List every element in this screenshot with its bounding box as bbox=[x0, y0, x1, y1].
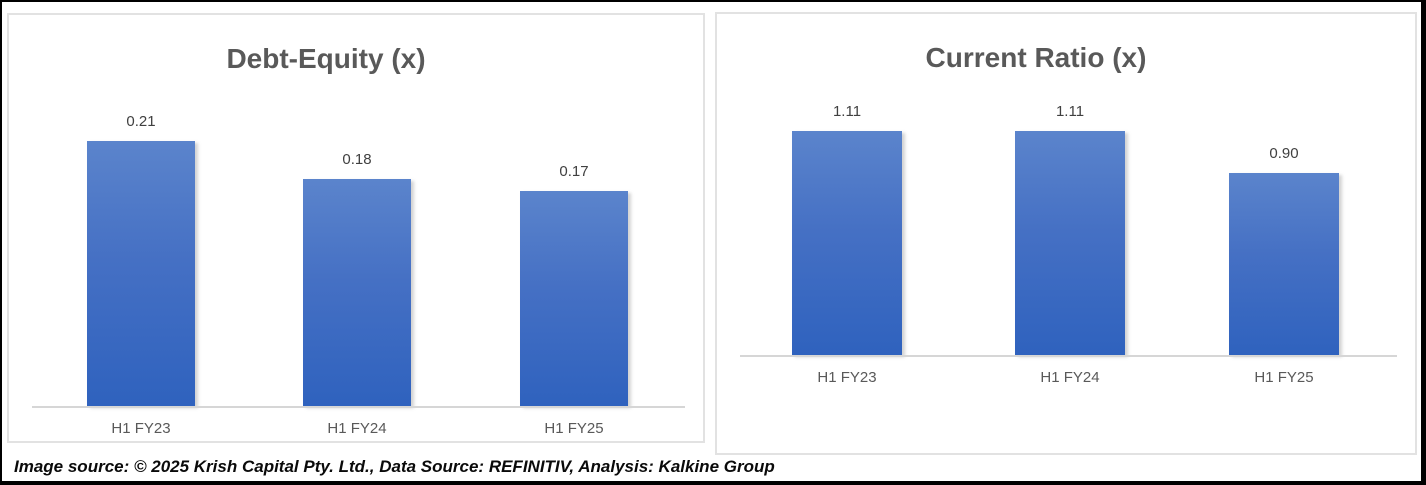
category-label-h1-fy23: H1 FY23 bbox=[817, 369, 877, 386]
data-label-h1-fy25: 0.90 bbox=[1269, 145, 1299, 162]
data-label-h1-fy25: 0.17 bbox=[559, 163, 589, 180]
category-label-h1-fy23: H1 FY23 bbox=[111, 420, 171, 437]
plot-area-debt-equity bbox=[9, 15, 703, 406]
bar-h1-fy23 bbox=[87, 141, 195, 406]
bar-h1-fy23 bbox=[792, 131, 902, 355]
data-label-h1-fy23: 1.11 bbox=[832, 103, 862, 120]
bar-h1-fy25 bbox=[520, 191, 628, 406]
bar-h1-fy25 bbox=[1229, 173, 1339, 355]
bar-h1-fy24 bbox=[1015, 131, 1125, 355]
x-axis-line bbox=[740, 355, 1397, 357]
bar-h1-fy24 bbox=[303, 179, 411, 406]
chart-panel-debt-equity: Debt-Equity (x) 0.21 H1 FY23 0.18 H1 FY24 0.… bbox=[7, 13, 705, 443]
category-label-h1-fy24: H1 FY24 bbox=[1040, 369, 1100, 386]
category-label-h1-fy25: H1 FY25 bbox=[544, 420, 604, 437]
chart-title-debt-equity: Debt-Equity (x) bbox=[226, 43, 426, 74]
data-label-h1-fy24: 1.11 bbox=[1055, 103, 1085, 120]
data-label-h1-fy24: 0.18 bbox=[342, 151, 372, 168]
data-label-h1-fy23: 0.21 bbox=[126, 113, 156, 130]
chart-title-current-ratio: Current Ratio (x) bbox=[925, 42, 1147, 73]
x-axis-line bbox=[32, 406, 685, 408]
image-source-caption: Image source: © 2025 Krish Capital Pty. … bbox=[14, 457, 775, 476]
chart-panel-current-ratio: Current Ratio (x) 1.11 H1 FY23 1.11 H1 FY24… bbox=[715, 12, 1417, 455]
category-label-h1-fy25: H1 FY25 bbox=[1254, 369, 1314, 386]
category-label-h1-fy24: H1 FY24 bbox=[327, 420, 387, 437]
plot-area-current-ratio bbox=[717, 14, 1415, 355]
